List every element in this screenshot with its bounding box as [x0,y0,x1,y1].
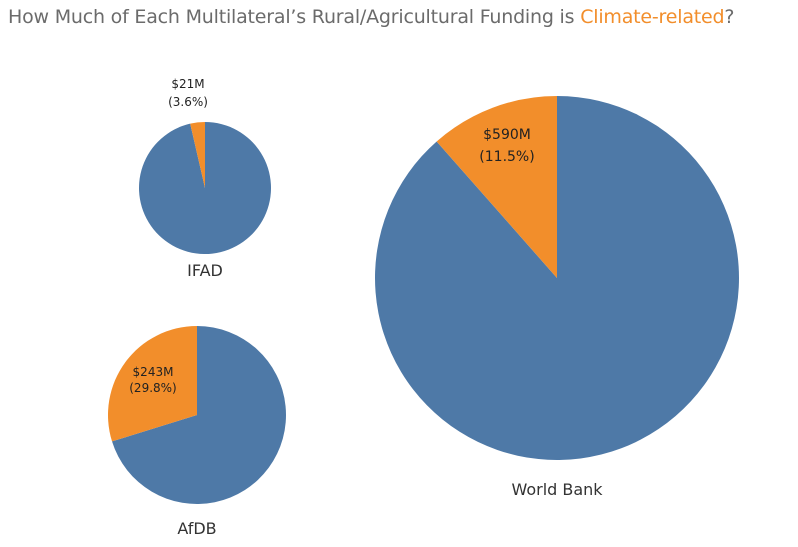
chart-title: How Much of Each Multilateral’s Rural/Ag… [8,6,734,28]
pie-world-bank-climate-value-label: $590M [483,127,531,143]
pie-afdb-climate-slice [108,326,197,442]
pie-world-bank-other-slice [375,96,739,460]
pie-world-bank-name-label: World Bank [511,480,603,499]
pie-ifad-climate-value-label: $21M [171,77,204,91]
pie-afdb-name-label: AfDB [177,519,216,538]
pie-ifad-climate-slice [190,122,205,188]
pie-afdb-climate-value-label: $243M [133,365,174,379]
pie-ifad: $21M (3.6%) IFAD [139,77,272,280]
chart-title-highlight: Climate-related [580,6,725,28]
pie-ifad-name-label: IFAD [187,261,223,280]
pie-world-bank-climate-pct-label: (11.5%) [479,149,534,165]
pie-world-bank: $590M (11.5%) World Bank [375,96,739,499]
pie-ifad-climate-pct-label: (3.6%) [168,95,208,109]
pie-afdb-climate-pct-label: (29.8%) [129,381,176,395]
pie-afdb-other-slice [112,326,286,505]
chart-title-suffix: ? [724,6,735,28]
pie-world-bank-climate-slice [436,96,557,278]
chart-title-prefix: How Much of Each Multilateral’s Rural/Ag… [8,6,581,28]
pie-afdb: $243M (29.8%) AfDB [108,326,286,538]
pie-ifad-other-slice [139,122,272,255]
